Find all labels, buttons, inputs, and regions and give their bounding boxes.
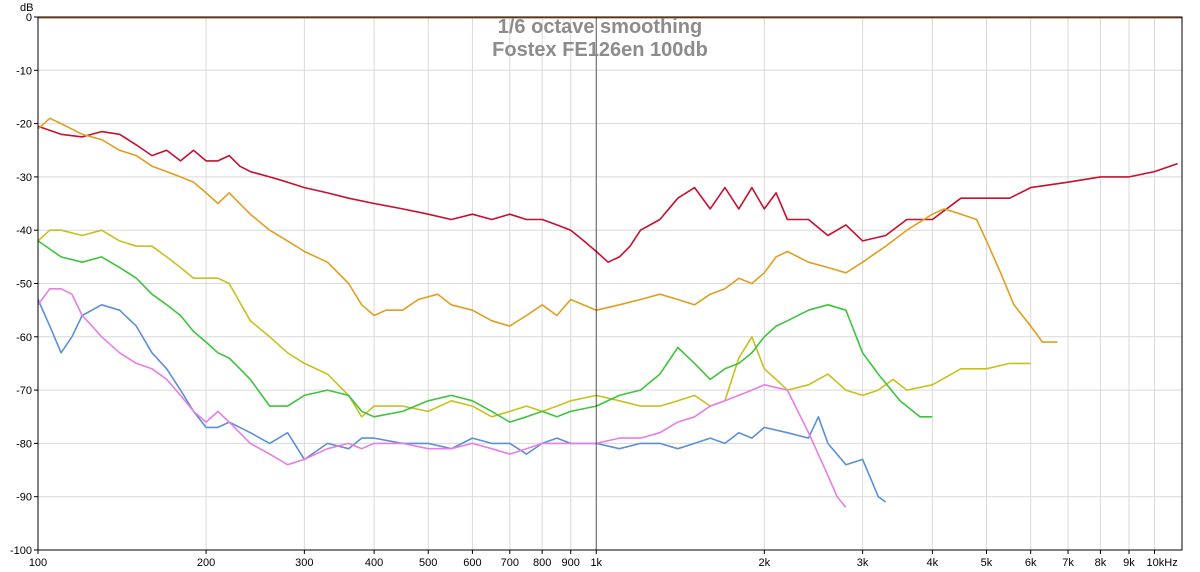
y-unit-label: dB [20,2,33,14]
series-group [37,117,1178,508]
y-tick-label: -70 [16,385,32,397]
x-tick-label: 8k [1095,557,1107,569]
x-tick-label: 5k [981,557,993,569]
series-line-1 [37,125,1178,263]
series-line-2 [37,117,1058,343]
x-tick-label: 200 [197,557,215,569]
y-tick-label: -30 [16,172,32,184]
chart-title: 1/6 octave smoothing [498,16,703,38]
series-line-6 [37,288,847,508]
y-tick-label: -80 [16,438,32,450]
y-tick-label: -10 [16,65,32,77]
y-tick-label: -50 [16,279,32,291]
x-tick-label: 300 [295,557,313,569]
x-tick-label: 6k [1025,557,1037,569]
series-line-3 [37,229,1031,418]
x-tick-label: 2k [759,557,771,569]
x-tick-label: 600 [463,557,481,569]
plot-frame [37,16,1183,551]
y-tick-label: -60 [16,332,32,344]
x-tick-label: 900 [562,557,580,569]
x-tick-label: 9k [1123,557,1135,569]
y-tick-label: 0 [26,12,32,24]
x-tick-label: 700 [501,557,519,569]
x-tick-label: 1k [590,557,602,569]
x-tick-label: 7k [1062,557,1074,569]
y-tick-label: -90 [16,492,32,504]
x-tick-label: 500 [419,557,437,569]
y-tick-label: -100 [10,545,32,557]
series-line-5 [37,299,887,503]
x-tick-label: 3k [857,557,869,569]
y-tick-label: -40 [16,225,32,237]
x-tick-label: 400 [365,557,383,569]
x-tick-label: 800 [533,557,551,569]
series-line-4 [37,240,933,423]
x-tick-label: 100 [29,557,47,569]
x-tick-label: 10kHz [1147,557,1178,569]
x-tick-label: 4k [927,557,939,569]
y-tick-label: -20 [16,119,32,131]
chart-subtitle: Fostex FE126en 100db [492,39,708,61]
